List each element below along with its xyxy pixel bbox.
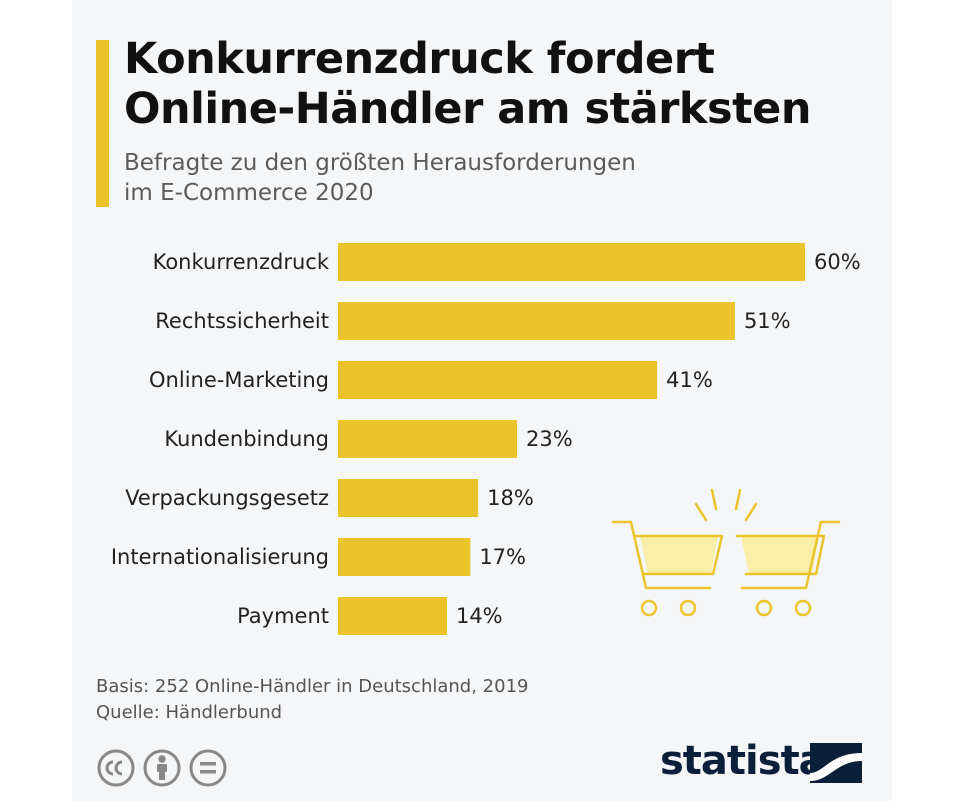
logo-text: statista xyxy=(660,738,826,784)
value-label: 51% xyxy=(744,309,791,333)
title-accent-bar xyxy=(96,40,109,207)
bar xyxy=(338,302,735,340)
infographic-card xyxy=(72,0,892,801)
bar xyxy=(338,243,805,281)
bar xyxy=(338,538,471,576)
category-label: Kundenbindung xyxy=(164,427,329,451)
bars-layer: Konkurrenzdruck 60% Rechtssicherheit 51% Onl… xyxy=(111,243,861,635)
shopping-cart-icon xyxy=(611,488,841,617)
title-line-2: Online-Händler am stärksten xyxy=(124,84,811,134)
value-label: 23% xyxy=(526,427,573,451)
value-label: 18% xyxy=(487,486,534,510)
source-note: Quelle: Händlerbund xyxy=(96,702,283,723)
value-label: 14% xyxy=(456,604,503,628)
statista-logo-icon xyxy=(810,743,862,783)
value-label: 17% xyxy=(479,545,526,569)
chart-subtitle: Befragte zu den größten Herausforderunge… xyxy=(124,148,824,208)
basis-note: Basis: 252 Online-Händler in Deutschland… xyxy=(96,676,529,697)
value-label: 60% xyxy=(814,250,861,274)
right-cart-icon xyxy=(735,520,841,617)
category-label: Payment xyxy=(237,604,329,628)
category-label: Internationalisierung xyxy=(111,545,329,569)
bar xyxy=(338,597,447,635)
category-label: Online-Marketing xyxy=(149,368,329,392)
chart-title: Konkurrenzdruck fordert Online-Händler a… xyxy=(124,34,864,134)
category-label: Rechtssicherheit xyxy=(155,309,329,333)
subtitle-line-1: Befragte zu den größten Herausforderunge… xyxy=(124,150,636,176)
title-line-1: Konkurrenzdruck fordert xyxy=(124,34,715,84)
category-label: Konkurrenzdruck xyxy=(153,250,330,274)
bar xyxy=(338,420,517,458)
clash-spark-icon xyxy=(694,488,758,522)
bar xyxy=(338,361,658,399)
attribution-icon[interactable] xyxy=(143,749,181,787)
left-cart-icon xyxy=(611,520,724,617)
value-label: 41% xyxy=(666,368,713,392)
bar xyxy=(338,479,479,517)
creative-commons-icon[interactable] xyxy=(97,749,135,787)
license-icons xyxy=(96,746,246,790)
no-derivatives-icon[interactable] xyxy=(189,749,227,787)
subtitle-line-2: im E-Commerce 2020 xyxy=(124,180,374,206)
chart-footer: Basis: 252 Online-Händler in Deutschland… xyxy=(96,674,528,726)
category-label: Verpackungsgesetz xyxy=(125,486,329,510)
